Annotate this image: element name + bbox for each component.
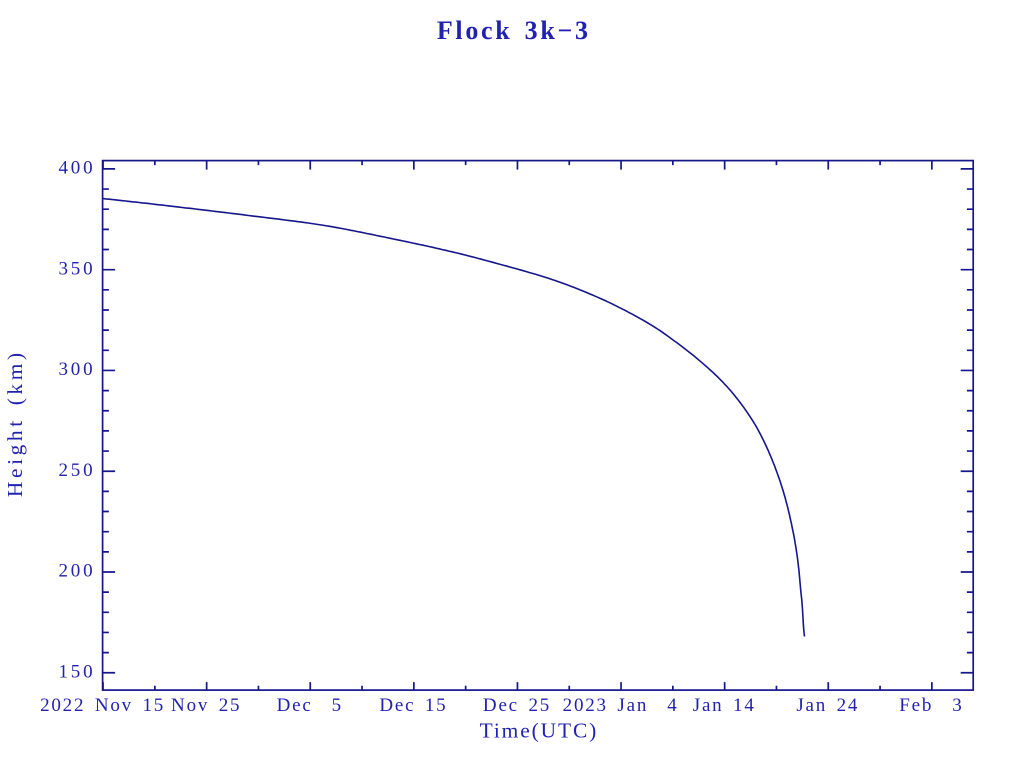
svg-text:Feb 3: Feb 3 — [899, 695, 963, 716]
svg-text:Nov 25: Nov 25 — [171, 695, 241, 716]
svg-text:Jan 14: Jan 14 — [693, 695, 756, 716]
svg-text:2023 Jan 4: 2023 Jan 4 — [563, 695, 679, 716]
svg-text:Time(UTC): Time(UTC) — [480, 719, 599, 743]
svg-text:350: 350 — [58, 258, 95, 279]
svg-text:150: 150 — [58, 662, 95, 683]
svg-text:250: 250 — [58, 460, 95, 481]
svg-text:Dec 25: Dec 25 — [483, 695, 551, 716]
svg-text:400: 400 — [58, 158, 95, 179]
svg-text:Dec 5: Dec 5 — [277, 695, 343, 716]
svg-text:Flock 3k−3: Flock 3k−3 — [437, 16, 591, 45]
svg-text:Dec 15: Dec 15 — [379, 695, 447, 716]
svg-text:Height (km): Height (km) — [3, 349, 27, 497]
svg-text:2022 Nov 15: 2022 Nov 15 — [40, 695, 165, 716]
svg-text:Jan 24: Jan 24 — [796, 695, 859, 716]
svg-text:300: 300 — [58, 359, 95, 380]
svg-text:200: 200 — [58, 561, 95, 582]
